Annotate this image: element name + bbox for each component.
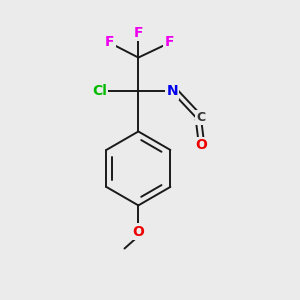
Text: Cl: Cl	[92, 84, 107, 98]
Text: F: F	[134, 26, 143, 40]
Text: F: F	[164, 35, 174, 49]
Text: N: N	[167, 84, 178, 98]
Text: F: F	[105, 35, 115, 49]
Text: O: O	[132, 225, 144, 238]
Text: C: C	[196, 111, 205, 124]
Text: O: O	[196, 138, 207, 152]
